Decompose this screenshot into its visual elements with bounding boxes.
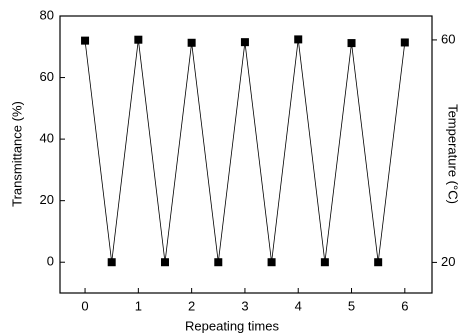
x-tick-label: 6 [401, 298, 408, 313]
marker [81, 36, 90, 45]
series-line [84, 39, 406, 263]
marker [187, 38, 196, 47]
x-tick-label: 0 [81, 298, 88, 313]
x-axis-label: Repeating times [185, 318, 279, 333]
marker [347, 39, 356, 48]
y2-tick-label: 20 [441, 254, 455, 269]
y-axis-label: Transmittance (%) [9, 101, 24, 207]
plot-frame [59, 15, 433, 294]
y2-tick-label: 60 [441, 31, 455, 46]
marker [107, 258, 116, 267]
x-tick-label: 4 [295, 298, 302, 313]
x-tick-label: 3 [241, 298, 248, 313]
x-tick-label: 1 [135, 298, 142, 313]
y-tick-label: 80 [40, 7, 54, 22]
x-tick-label: 2 [188, 298, 195, 313]
marker [374, 258, 383, 267]
y-tick-label: 0 [47, 254, 54, 269]
y2-axis-label: Temperature (°C) [446, 104, 461, 204]
marker [400, 38, 409, 47]
marker [214, 258, 223, 267]
marker [294, 35, 303, 44]
marker [320, 258, 329, 267]
x-tick-label: 5 [348, 298, 355, 313]
marker [240, 38, 249, 47]
marker [267, 258, 276, 267]
marker [160, 258, 169, 267]
marker [134, 35, 143, 44]
y-tick-label: 60 [40, 69, 54, 84]
y-tick-label: 40 [40, 131, 54, 146]
y-tick-label: 20 [40, 192, 54, 207]
